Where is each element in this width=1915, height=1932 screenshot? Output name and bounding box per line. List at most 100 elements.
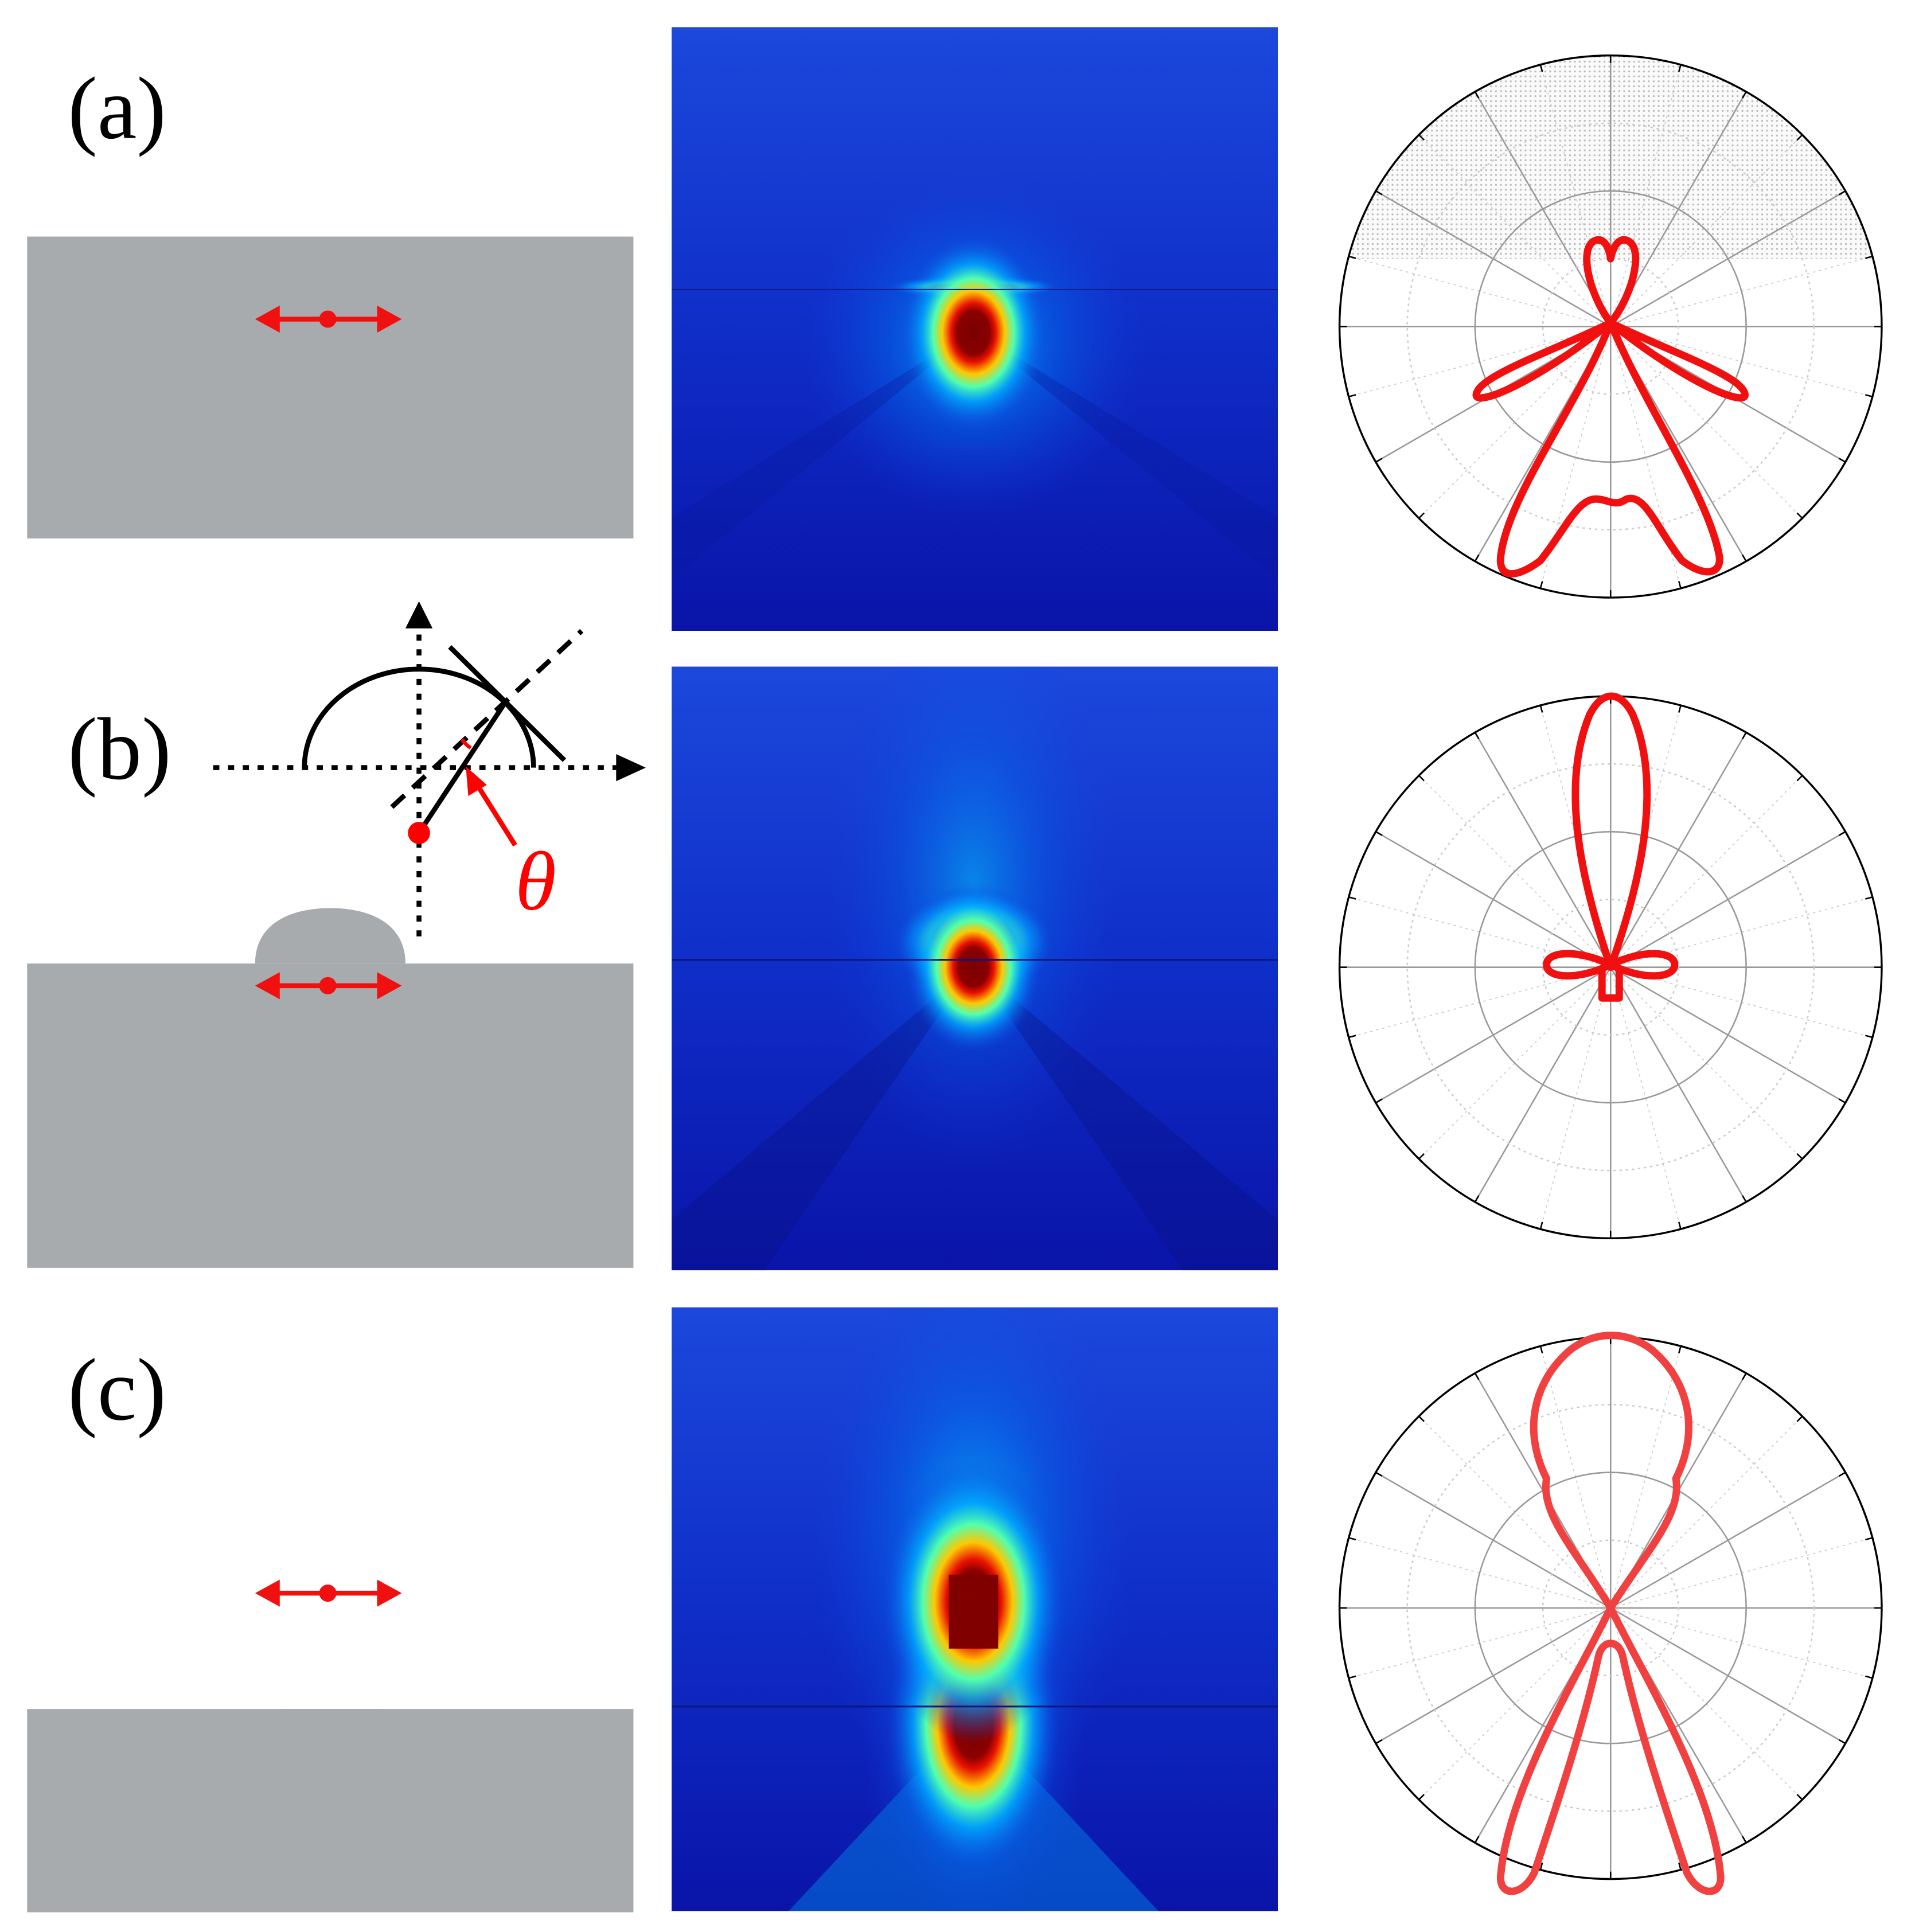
- shape: [473, 781, 517, 847]
- polar-tick: [1796, 1415, 1803, 1422]
- polar-tick: [1418, 775, 1425, 782]
- shaded-region: [1343, 55, 1882, 259]
- polar-tick: [1796, 1153, 1803, 1160]
- polar-tick: [1418, 1794, 1425, 1801]
- polar-tick: [1796, 1794, 1803, 1801]
- polar-tick: [1742, 554, 1747, 562]
- polar-tick: [1796, 134, 1803, 141]
- polar-ring: [1406, 1404, 1815, 1812]
- polar-tick: [1865, 1675, 1873, 1679]
- shape: [319, 977, 337, 994]
- shape: [282, 1709, 383, 1895]
- polar-tick: [1348, 394, 1356, 397]
- polar-tick: [1539, 581, 1543, 589]
- polar-frame: [1338, 54, 1883, 599]
- shape: [416, 701, 508, 834]
- polar-ring: [1474, 1472, 1747, 1744]
- polar-ring: [1542, 257, 1679, 395]
- polar-tick: [1838, 458, 1846, 463]
- shape: [1472, 319, 1749, 402]
- polar-tick: [1742, 1836, 1747, 1843]
- angle-sketch: [213, 601, 646, 936]
- polar-ring: [1542, 899, 1679, 1036]
- polar-tick: [1375, 458, 1383, 463]
- radiation-pattern: [1472, 236, 1749, 577]
- polar-ring: [1474, 190, 1747, 463]
- polar-tick: [1418, 1415, 1425, 1422]
- polar-tick: [1539, 1221, 1543, 1230]
- shape: [460, 738, 472, 750]
- polar-tick: [1796, 512, 1803, 519]
- polar-tick: [1796, 775, 1803, 782]
- shape: [1543, 950, 1679, 980]
- polar-tick: [1865, 1035, 1873, 1039]
- polar-tick: [1375, 1472, 1383, 1477]
- polar-tick: [1348, 896, 1356, 900]
- polar-tick: [1742, 91, 1747, 99]
- polar-tick: [1838, 1739, 1846, 1744]
- polar-tick: [1678, 581, 1682, 589]
- polar-tick: [1742, 732, 1747, 740]
- shape: [319, 1584, 337, 1602]
- polar-tick: [1348, 255, 1356, 259]
- shape: [1496, 1604, 1725, 1895]
- polar-tick: [1474, 554, 1480, 562]
- polar-tick: [1375, 831, 1383, 836]
- polar-tick: [1678, 64, 1682, 72]
- dipoles: [255, 305, 402, 1607]
- panel-label: (c): [68, 1341, 166, 1439]
- polar-tick: [1348, 1675, 1356, 1679]
- shape: [408, 822, 430, 844]
- polar-tick: [1418, 1153, 1425, 1160]
- polar-tick: [1678, 1221, 1682, 1230]
- polar-tick: [1474, 1836, 1480, 1843]
- panel-label: (a): [68, 60, 166, 158]
- polar-tick: [1474, 91, 1480, 99]
- polar-ring: [1542, 1539, 1679, 1677]
- panel-label: (b): [68, 700, 171, 798]
- polar-spoke: [1610, 134, 1803, 327]
- polar-tick: [1375, 1098, 1383, 1104]
- shape: [949, 1574, 999, 1649]
- polar-tick: [1838, 1472, 1846, 1477]
- polar-ring: [1406, 763, 1815, 1172]
- shape: [390, 629, 584, 809]
- polar-tick: [1348, 1537, 1356, 1541]
- field-map: [672, 1307, 1278, 1911]
- shape: [405, 601, 433, 629]
- shape: [899, 234, 1048, 432]
- polar-tick: [1418, 134, 1425, 141]
- shape: [319, 310, 337, 328]
- polar-tick: [1375, 1739, 1383, 1744]
- shape: [672, 330, 1278, 579]
- polar-tick: [1838, 831, 1846, 836]
- shape: [616, 754, 646, 782]
- shape: [672, 965, 1278, 1271]
- polar-spoke: [1418, 134, 1611, 327]
- polar-tick: [1539, 705, 1543, 713]
- theta-label: θ: [515, 835, 556, 928]
- polar-tick: [1678, 705, 1682, 713]
- shape: [466, 766, 487, 796]
- shape: [27, 236, 634, 538]
- polar-tick: [1865, 394, 1873, 397]
- polar-ring: [1406, 122, 1815, 531]
- shape: [302, 666, 536, 768]
- radiation-pattern: [1543, 692, 1679, 1002]
- structures: [27, 236, 634, 1913]
- polar-tick: [1865, 255, 1873, 259]
- shape: [27, 963, 634, 1268]
- polar-tick: [1539, 1862, 1543, 1870]
- polar-tick: [1742, 1195, 1747, 1203]
- polar-tick: [1375, 190, 1383, 196]
- shape: [906, 881, 1042, 1054]
- polar-tick: [1348, 1035, 1356, 1039]
- polar-tick: [1865, 896, 1873, 900]
- shape: [255, 908, 405, 964]
- polar-tick: [1742, 1372, 1747, 1380]
- polar-tick: [1539, 64, 1543, 72]
- polar-tick: [1678, 1862, 1682, 1870]
- polar-tick: [1474, 732, 1480, 740]
- shape: [1583, 236, 1640, 327]
